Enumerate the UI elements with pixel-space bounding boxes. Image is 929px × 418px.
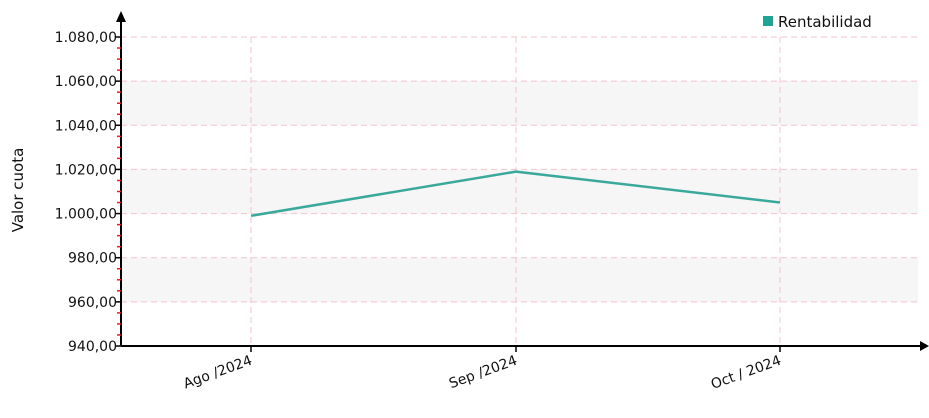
x-axis: Ago /2024 Sep /2024 Oct / 2024 [121, 341, 929, 393]
x-tick-label: Sep /2024 [447, 353, 519, 392]
x-tick-label: Ago /2024 [181, 353, 254, 393]
y-axis-arrow [116, 11, 126, 22]
y-tick-label: 980,00 [68, 251, 117, 267]
legend-swatch-rentabilidad [763, 16, 773, 26]
y-tick-label: 1.080,00 [55, 30, 117, 46]
x-axis-arrow [920, 341, 929, 351]
y-tick-label: 960,00 [68, 295, 117, 311]
band [121, 258, 918, 302]
y-axis: 940,00 960,00 980,00 1.000,00 1.020,00 1.040,… [55, 11, 126, 355]
y-tick-label: 1.020,00 [55, 162, 117, 178]
y-tick-label: 1.000,00 [55, 207, 117, 223]
background-bands [121, 81, 918, 302]
band [121, 169, 918, 213]
y-axis-title: Valor cuota [9, 148, 27, 233]
legend[interactable]: Rentabilidad [763, 13, 872, 31]
y-tick-label: 1.060,00 [55, 74, 117, 90]
y-tick-label: 1.040,00 [55, 118, 117, 134]
legend-label-rentabilidad: Rentabilidad [778, 13, 872, 31]
band [121, 81, 918, 125]
x-tick-label: Oct / 2024 [709, 353, 784, 393]
y-tick-label: 940,00 [68, 339, 117, 355]
